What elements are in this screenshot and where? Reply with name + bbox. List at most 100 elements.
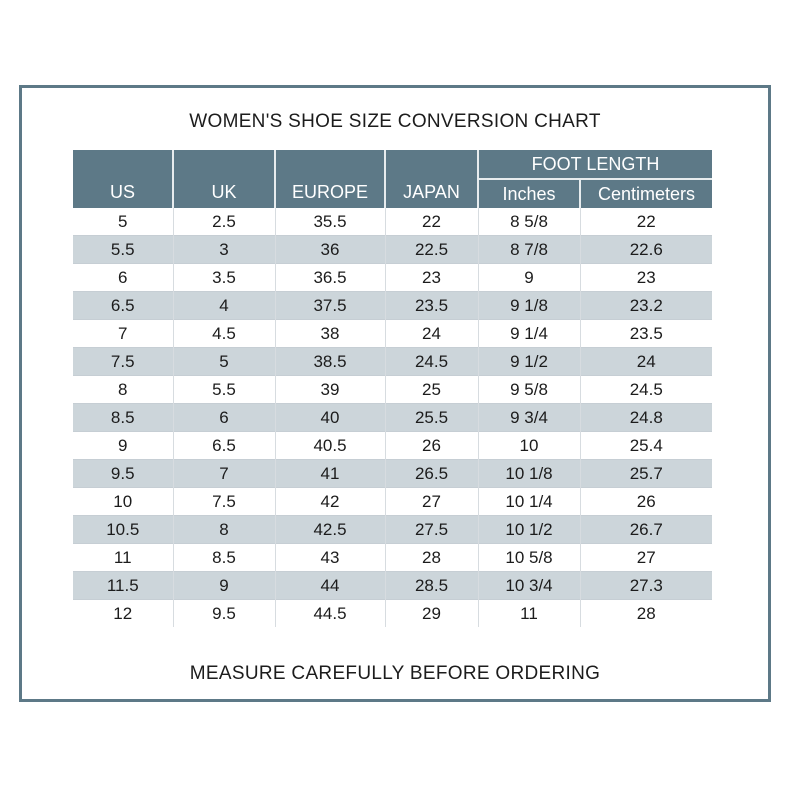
table-cell: 7 xyxy=(173,459,276,488)
table-cell: 6 xyxy=(173,403,276,432)
table-cell: 8 xyxy=(173,515,276,544)
table-row: 12 9.5 44.5 29 11 28 xyxy=(73,599,712,627)
table-cell: 9 xyxy=(478,263,581,292)
table-row: 9.5 7 41 26.5 10 1/8 25.7 xyxy=(73,459,712,488)
table-cell: 10 xyxy=(73,487,174,516)
footer-warning-text: MEASURE CAREFULLY BEFORE ORDERING xyxy=(189,663,601,684)
table-cell: 8 xyxy=(73,375,174,404)
table-cell: 28 xyxy=(385,543,479,572)
table-cell: 9 1/4 xyxy=(478,319,581,348)
table-cell: 26.7 xyxy=(629,519,663,539)
table-row: 6.5 4 37.5 23.5 9 1/8 23.2 xyxy=(73,291,712,320)
table-row: 5.5 3 36 22.5 8 7/8 22.6 xyxy=(73,235,712,264)
column-group-header-foot-length: FOOT LENGTH xyxy=(478,150,712,180)
table-cell: 11.5 xyxy=(73,571,174,600)
table-cell: 36.5 xyxy=(275,263,386,292)
header-row-sub: Inches Centimeters xyxy=(73,179,712,208)
table-cell: 23.5 xyxy=(385,291,479,320)
table-cell: 10 5/8 xyxy=(478,543,581,572)
table-row: 8 5.5 39 25 9 5/8 24.5 xyxy=(73,375,712,404)
table-cell: 35.5 xyxy=(275,208,386,236)
table-cell: 12 xyxy=(73,599,174,627)
table-cell: 25.4 xyxy=(629,435,663,455)
table-cell: 23.2 xyxy=(629,295,663,315)
table-cell: 9 xyxy=(73,431,174,460)
table-cell: 38.5 xyxy=(275,347,386,376)
table-cell: 29 xyxy=(385,599,479,627)
table-row: 10 7.5 42 27 10 1/4 26 xyxy=(73,487,712,516)
column-header-us: US xyxy=(73,150,174,208)
table-cell: 23.5 xyxy=(629,323,663,343)
table-cell: 25.5 xyxy=(385,403,479,432)
table-cell: 6.5 xyxy=(73,291,174,320)
table-cell: 44 xyxy=(275,571,386,600)
table-cell: 5.5 xyxy=(73,235,174,264)
table-row: 9 6.5 40.5 26 10 25.4 xyxy=(73,431,712,460)
table-cell: 7.5 xyxy=(173,487,276,516)
table-cell: 36 xyxy=(275,235,386,264)
table-cell: 26 xyxy=(636,491,656,511)
table-cell: 11 xyxy=(73,543,174,572)
table-cell: 3 xyxy=(173,235,276,264)
table-cell: 10 1/2 xyxy=(478,515,581,544)
table-cell: 22.5 xyxy=(385,235,479,264)
table-cell: 9 3/4 xyxy=(478,403,581,432)
table-cell: 37.5 xyxy=(275,291,386,320)
table-row: 5 2.5 35.5 22 8 5/8 22 xyxy=(73,208,712,236)
table-cell: 10.5 xyxy=(73,515,174,544)
table-cell: 42.5 xyxy=(275,515,386,544)
table-cell: 44.5 xyxy=(275,599,386,627)
table-cell: 10 1/4 xyxy=(478,487,581,516)
table-cell: 9.5 xyxy=(73,459,174,488)
table-cell: 4 xyxy=(173,291,276,320)
table-cell: 43 xyxy=(275,543,386,572)
table-cell: 23 xyxy=(636,267,656,287)
table-cell: 6.5 xyxy=(173,431,276,460)
table-cell: 27.5 xyxy=(385,515,479,544)
table-cell: 26 xyxy=(385,431,479,460)
table-cell: 9 1/8 xyxy=(478,291,581,320)
table-cell: 22.6 xyxy=(629,239,663,259)
table-cell: 40 xyxy=(275,403,386,432)
header-row-top: US UK EUROPE JAPAN FOOT LENGTH xyxy=(73,150,712,208)
table-row: 8.5 6 40 25.5 9 3/4 24.8 xyxy=(73,403,712,432)
size-conversion-table: US UK EUROPE JAPAN FOOT LENGTH Inches Ce… xyxy=(73,150,712,627)
page-title: WOMEN'S SHOE SIZE CONVERSION CHART xyxy=(189,111,601,132)
table-row: 10.5 8 42.5 27.5 10 1/2 26.7 xyxy=(73,515,712,544)
table-cell: 10 3/4 xyxy=(478,571,581,600)
table-cell: 24.5 xyxy=(385,347,479,376)
table-row: 6 3.5 36.5 23 9 23 xyxy=(73,263,712,292)
table-cell: 40.5 xyxy=(275,431,386,460)
table-cell: 3.5 xyxy=(173,263,276,292)
table-cell: 9 5/8 xyxy=(478,375,581,404)
table-cell: 7.5 xyxy=(73,347,174,376)
table-cell: 26.5 xyxy=(385,459,479,488)
table-cell: 41 xyxy=(275,459,386,488)
table-cell: 39 xyxy=(275,375,386,404)
table-header: US UK EUROPE JAPAN FOOT LENGTH Inches Ce… xyxy=(73,150,712,208)
table-cell: 9.5 xyxy=(173,599,276,627)
table-row: 11 8.5 43 28 10 5/8 27 xyxy=(73,543,712,572)
table-row: 7.5 5 38.5 24.5 9 1/2 24 xyxy=(73,347,712,376)
table-cell: 10 xyxy=(478,431,581,460)
table-cell: 8.5 xyxy=(173,543,276,572)
column-header-japan: JAPAN xyxy=(385,150,479,208)
column-header-centimeters: Centimeters xyxy=(580,179,712,208)
table-cell: 23 xyxy=(385,263,479,292)
table-cell: 9 xyxy=(173,571,276,600)
table-cell: 38 xyxy=(275,319,386,348)
table-cell: 24 xyxy=(385,319,479,348)
table-cell: 27 xyxy=(636,547,656,567)
table-cell: 5 xyxy=(173,347,276,376)
table-cell: 11 xyxy=(478,599,581,627)
table-row: 7 4.5 38 24 9 1/4 23.5 xyxy=(73,319,712,348)
table-cell: 5 xyxy=(73,208,174,236)
table-cell: 8 7/8 xyxy=(478,235,581,264)
table-cell: 42 xyxy=(275,487,386,516)
table-cell: 25.7 xyxy=(629,463,663,483)
table-body: 5 2.5 35.5 22 8 5/8 22 5.5 3 36 22.5 8 7/8 22.6 6 3.5… xyxy=(73,208,712,627)
table-cell: 8.5 xyxy=(73,403,174,432)
column-header-europe: EUROPE xyxy=(275,150,386,208)
table-cell: 4.5 xyxy=(173,319,276,348)
